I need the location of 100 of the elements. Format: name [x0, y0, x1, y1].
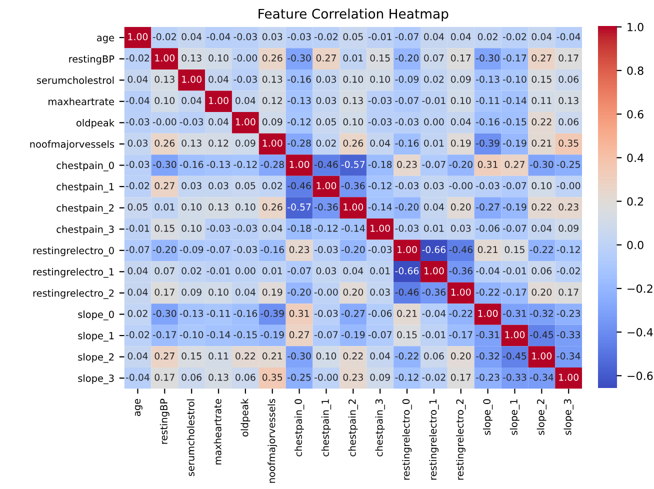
data-label: 1.00: [262, 140, 282, 147]
x-tick-label: serumcholestrol: [186, 399, 194, 476]
data-label: 0.02: [128, 310, 148, 317]
data-label: -0.00: [556, 182, 580, 190]
data-label: -0.12: [234, 160, 257, 168]
data-label: -0.07: [368, 331, 392, 338]
data-label: -0.03: [368, 96, 392, 104]
y-tick-label: restingrelectro_1: [33, 268, 114, 278]
data-label: 0.13: [182, 54, 202, 62]
data-label: -0.07: [126, 246, 150, 254]
data-label: -0.27: [476, 203, 500, 211]
data-label: 0.04: [532, 33, 552, 40]
y-tick-label: slope_1: [78, 332, 114, 342]
x-tick-label: noofmajorvessels: [268, 398, 278, 483]
data-label: -0.45: [502, 352, 526, 360]
data-label: 1.00: [290, 160, 310, 168]
data-label: 0.06: [424, 352, 444, 360]
data-label: -0.00: [314, 374, 338, 381]
color-bar-label: 0.6: [627, 110, 644, 118]
data-label: -0.07: [314, 331, 338, 338]
data-label: -0.23: [476, 374, 500, 381]
data-label: 0.02: [316, 140, 336, 147]
data-label: -0.03: [395, 118, 418, 126]
data-label: -0.03: [288, 33, 311, 40]
data-label: -0.31: [502, 310, 526, 317]
x-tick-label: chestpain_0: [294, 399, 304, 456]
data-label: 0.04: [236, 288, 256, 296]
color-bar-label: 0.0: [627, 240, 644, 250]
data-label: -0.16: [260, 246, 284, 254]
data-label: -0.19: [502, 140, 526, 147]
data-label: -0.03: [368, 118, 392, 126]
data-label: 1.00: [398, 246, 417, 254]
data-label: -0.02: [126, 331, 149, 338]
data-label: 0.04: [208, 76, 228, 83]
data-label: -0.01: [502, 267, 526, 274]
data-label: -0.04: [206, 33, 230, 40]
data-label: 1.00: [182, 76, 202, 83]
data-label: -0.32: [476, 352, 500, 360]
data-label: 0.09: [182, 288, 202, 296]
data-label: 0.21: [532, 140, 552, 147]
data-label: -0.09: [180, 246, 204, 254]
x-tick-label: restingrelectro_1: [429, 399, 439, 480]
data-label: -0.01: [422, 331, 446, 338]
data-label: -0.02: [502, 33, 526, 40]
x-tick-label: age: [134, 398, 142, 416]
y-tick-label: chestpain_3: [56, 225, 114, 236]
data-label: -0.02: [314, 33, 338, 40]
y-tick-label: chestpain_0: [56, 162, 114, 172]
data-label: -0.07: [288, 267, 311, 274]
data-label: 0.10: [343, 118, 364, 126]
data-label: 0.03: [316, 96, 336, 104]
data-label: 0.17: [154, 374, 174, 381]
data-label: 0.13: [558, 96, 578, 104]
data-label: -0.03: [180, 118, 204, 126]
data-label: 1.00: [209, 96, 228, 104]
data-label: -0.03: [395, 182, 418, 190]
y-tick-label: restingBP: [69, 55, 114, 65]
data-label: -0.04: [126, 374, 150, 381]
data-label: 0.15: [154, 224, 174, 232]
data-label: 0.04: [262, 224, 282, 232]
data-label: -0.00: [152, 118, 176, 126]
data-label: 0.15: [370, 54, 390, 62]
data-label: 0.13: [208, 203, 228, 211]
data-label: -0.32: [530, 310, 553, 317]
data-label: 0.05: [236, 182, 256, 190]
data-label: 0.13: [154, 76, 174, 83]
data-label: 0.11: [208, 352, 228, 360]
y-tick-label: oldpeak: [76, 118, 115, 128]
data-label: -0.16: [476, 118, 500, 126]
data-label: -0.03: [234, 246, 257, 254]
data-label: 0.10: [182, 203, 202, 211]
data-label: -0.20: [341, 246, 365, 254]
data-label: -0.07: [502, 182, 526, 190]
color-bar-label: −0.6: [628, 372, 653, 380]
data-label: -0.04: [422, 310, 446, 317]
data-label: -0.13: [180, 310, 204, 317]
data-label: 0.04: [128, 267, 148, 274]
data-label: 1.00: [505, 331, 525, 338]
data-label: 0.23: [558, 203, 578, 211]
color-bar-label: 1.0: [628, 22, 644, 32]
data-label: -0.28: [260, 160, 284, 168]
data-label: -0.36: [314, 203, 338, 211]
data-label: -0.45: [530, 331, 554, 338]
data-label: 0.06: [182, 374, 202, 381]
data-label: 0.04: [208, 118, 228, 126]
data-label: -0.03: [314, 310, 338, 317]
data-label: 0.10: [316, 352, 336, 360]
data-label: 0.07: [424, 54, 444, 62]
data-label: -0.11: [206, 310, 230, 317]
data-label: -0.13: [206, 160, 230, 168]
data-label: 0.17: [450, 54, 471, 62]
data-label: 0.04: [182, 96, 202, 104]
data-label: -0.11: [476, 96, 500, 104]
data-label: -0.18: [368, 160, 392, 168]
x-tick-label: chestpain_3: [375, 399, 385, 456]
data-label: 0.09: [450, 76, 471, 83]
data-label: 0.12: [262, 96, 282, 104]
data-label: -0.46: [288, 182, 311, 190]
data-label: -0.04: [476, 267, 500, 274]
data-label: 0.03: [450, 224, 471, 232]
